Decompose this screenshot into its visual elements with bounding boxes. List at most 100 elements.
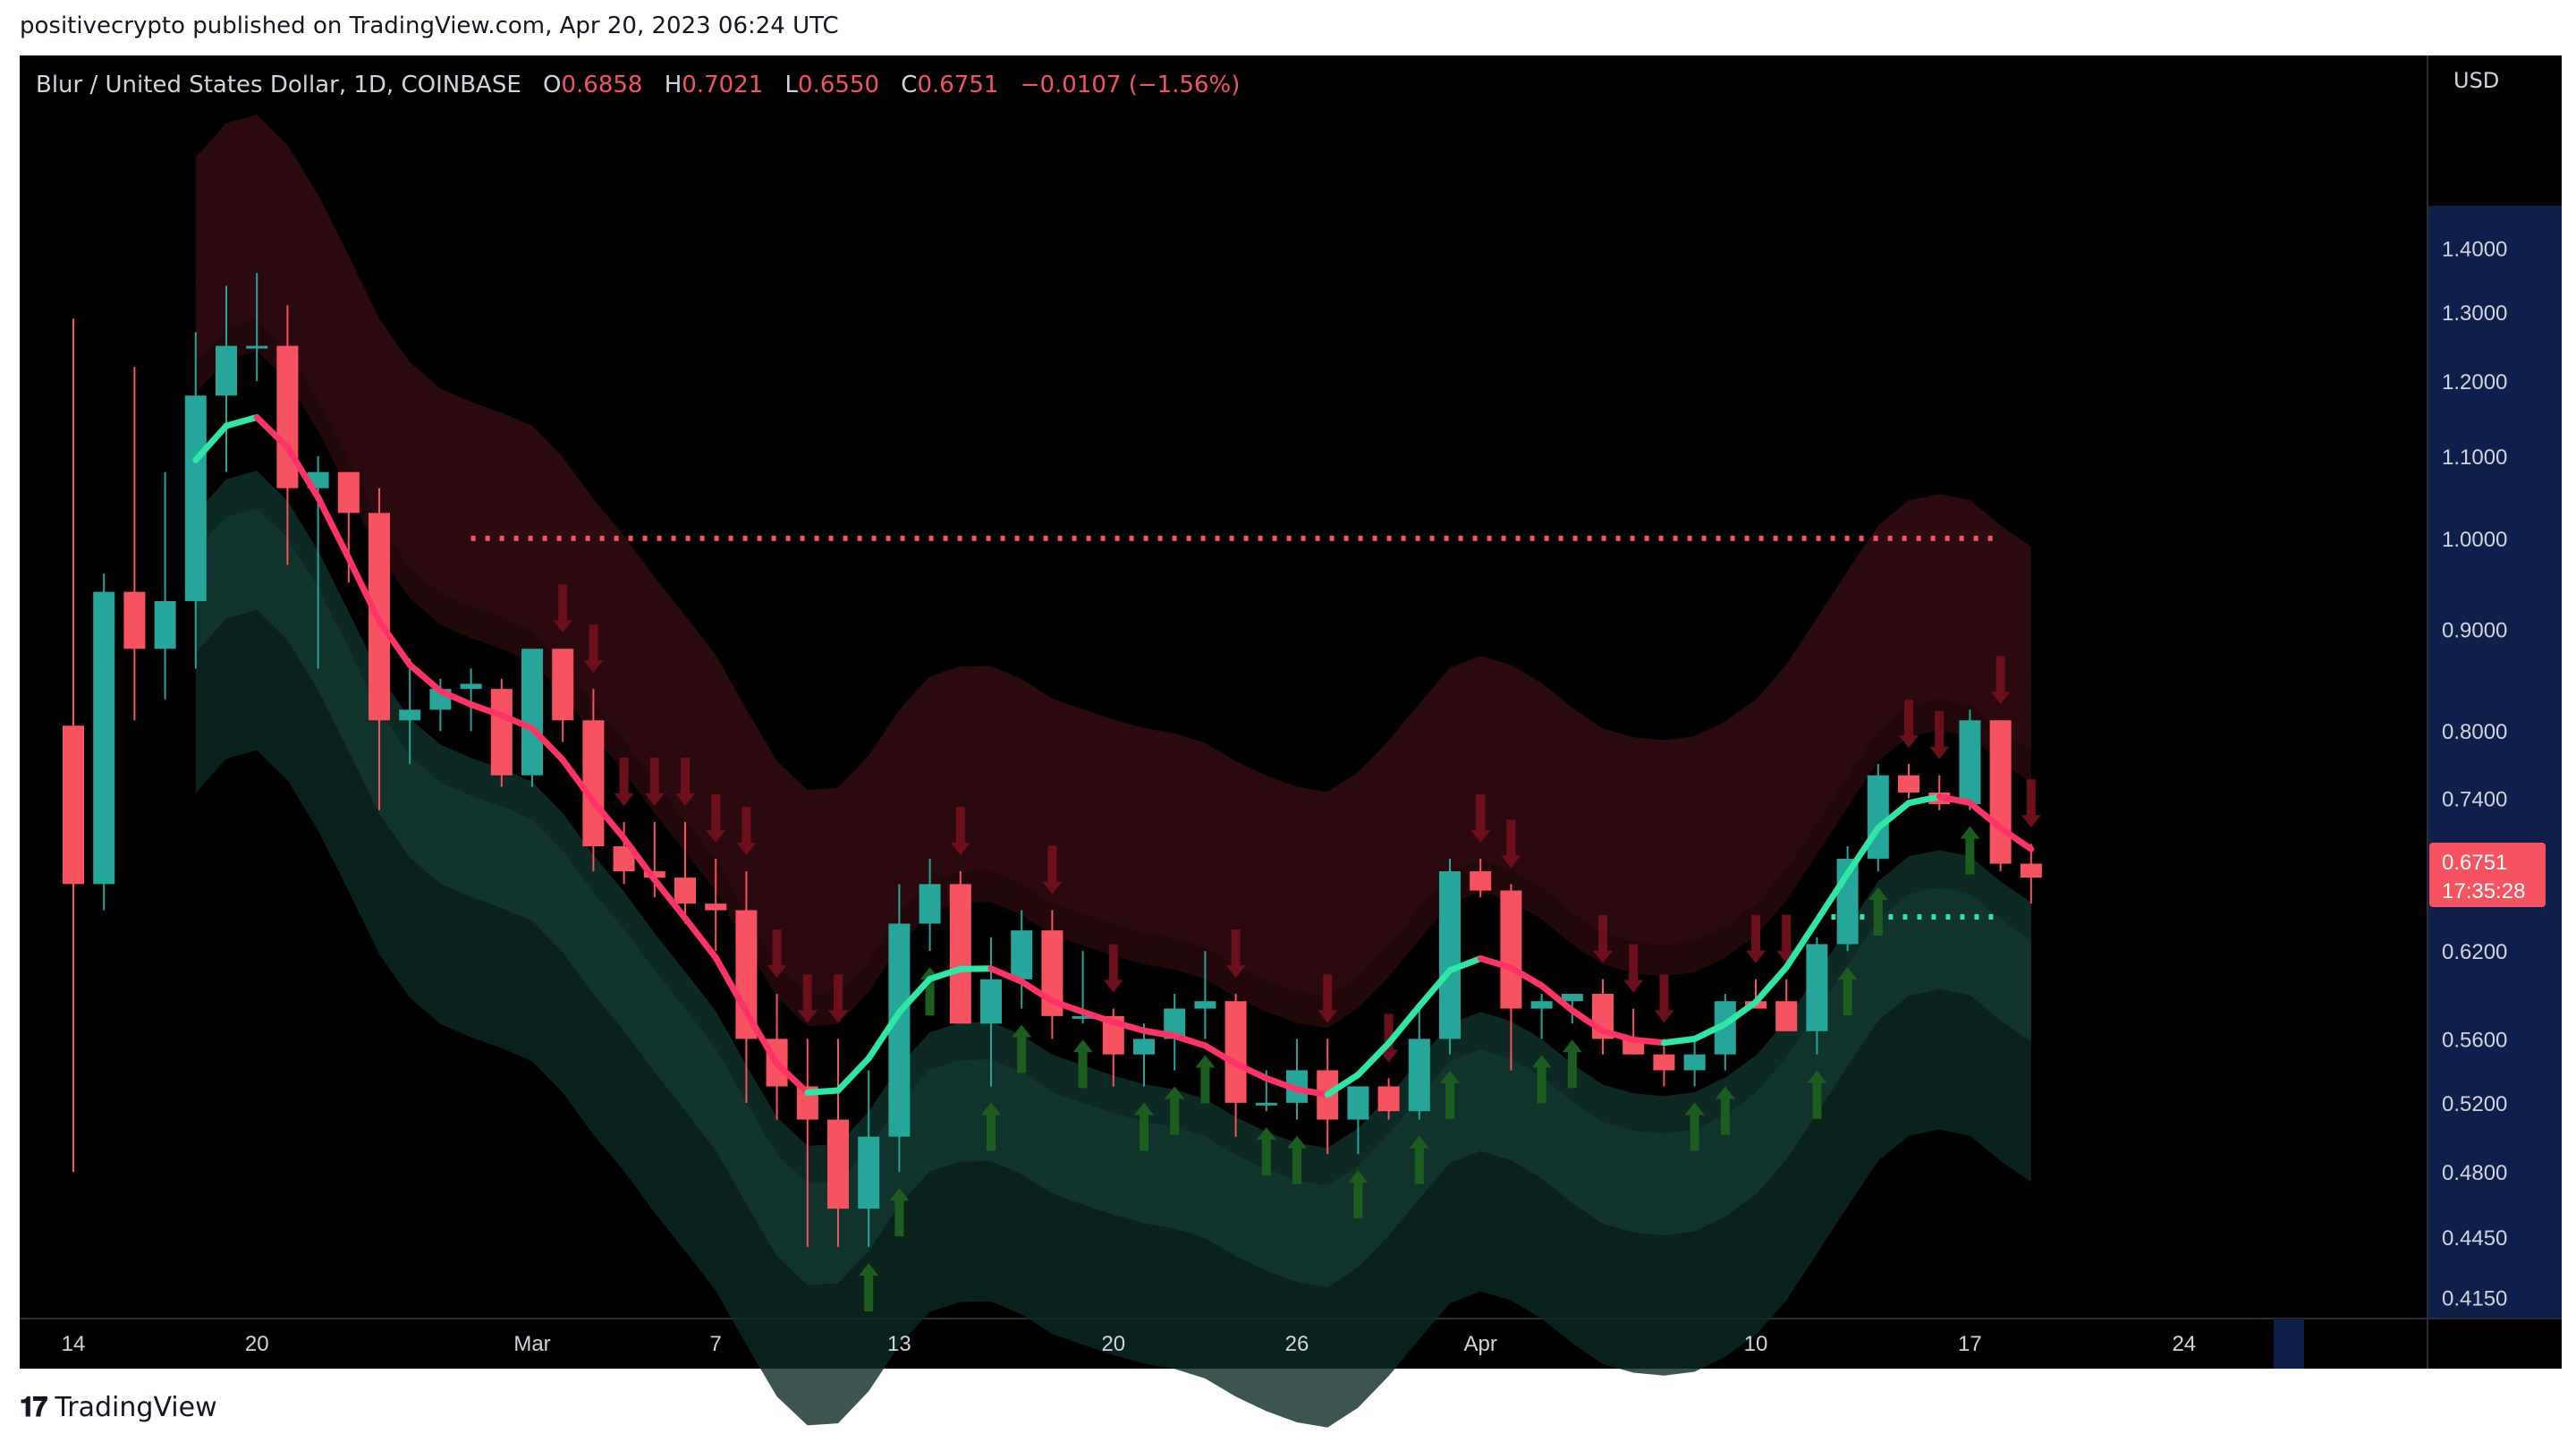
sell-arrow [1470,793,1491,843]
currency-label[interactable]: USD [2453,68,2500,93]
sell-arrow [1654,974,1674,1023]
price-axis[interactable]: 1.4000 1.3000 1.2000 1.1000 1.0000 0.9000 0.80… [2442,237,2507,1311]
candle [521,649,543,787]
candle-body [63,725,84,885]
candle [490,678,513,787]
last-price-marker: 0.6751 17:35:28 [2429,843,2546,907]
buy-arrow [1256,1127,1276,1176]
trend-segment [1752,963,1790,1005]
trend-segment [1293,1086,1331,1098]
candle [216,285,237,472]
time-axis[interactable]: 14 20 Mar 7 13 20 26 Apr 10 17 24 [62,1332,2197,1356]
candle [1011,910,1033,1009]
buy-arrow [1165,1086,1185,1135]
price-tick-label: 0.4150 [2442,1286,2507,1311]
candle [1408,1008,1430,1120]
trend-segment [1507,964,1546,989]
candle-body [1561,994,1583,1002]
trend-segment [865,1009,902,1062]
sell-arrow [797,974,818,1023]
candle-body [1470,871,1492,891]
buy-arrow [1807,1070,1827,1119]
buy-arrow [1072,1039,1093,1089]
last-price-value: 0.6751 [2442,851,2507,875]
price-tick-label: 0.4800 [2442,1161,2507,1185]
bar-countdown: 17:35:28 [2442,879,2525,903]
candle-body [216,345,237,396]
trend-segment [559,756,597,805]
trend-segment [1048,997,1087,1015]
trend-segment [1538,982,1576,1014]
high-label: H [664,72,682,98]
buy-arrow [1562,1039,1582,1089]
price-tick-label: 0.8000 [2442,720,2507,744]
candle [858,1070,880,1248]
symbol-name: Blur / United States Dollar, 1D, COINBAS… [36,72,521,98]
buy-arrow [1960,826,1980,875]
candle [1836,846,1859,952]
price-range-highlight [2428,206,2562,1319]
buy-arrow [981,1102,1001,1151]
trend-segment [1324,1071,1361,1098]
sell-arrow [1318,974,1338,1023]
candle-body [674,878,696,904]
candle-body [1775,1001,1798,1031]
trend-segment [1966,799,2004,832]
candle [1133,1023,1155,1087]
tradingview-logo[interactable]: 𝟏𝟕 TradingView [20,1392,217,1423]
low-value: 0.6550 [798,72,880,98]
sell-arrow [767,929,787,979]
time-tick-label: 17 [1958,1332,1982,1356]
candle-body [888,923,911,1137]
trend-line [192,414,2035,1098]
candle-body [1224,1001,1247,1103]
candle [1470,858,1492,897]
trend-segment [1171,1032,1208,1049]
candle-body [399,709,421,721]
price-tick-label: 0.7400 [2442,787,2507,811]
trend-segment [1477,954,1514,971]
trend-segment [1018,978,1055,1005]
time-tick-label: 20 [245,1332,269,1356]
sell-arrow [706,793,726,843]
sell-arrow [828,974,848,1023]
trend-segment [223,414,260,429]
tradingview-logo-icon: 𝟏𝟕 [20,1392,47,1423]
trend-segment [1630,1036,1667,1047]
sell-arrow [583,624,604,674]
candle [337,471,360,583]
trend-segment [1110,1019,1148,1034]
trend-segment [835,1055,872,1094]
close-label: C [901,72,918,98]
trend-segment [315,494,352,562]
candle [1377,1078,1400,1120]
candle [980,937,1002,1087]
buy-arrow [1684,1102,1705,1151]
sell-arrow [1899,700,1919,749]
price-tick-label: 1.4000 [2442,237,2507,261]
trend-segment [1233,1060,1270,1082]
price-tick-label: 0.5200 [2442,1092,2507,1116]
candle-body [1439,871,1461,1039]
price-tick-label: 0.5600 [2442,1028,2507,1052]
candle-body [2020,863,2042,878]
sell-arrow [1593,914,1613,963]
candle [1775,979,1798,1031]
price-tick-label: 1.3000 [2442,301,2507,326]
sell-arrow [614,757,634,806]
trend-segment [621,835,658,883]
candle [93,573,115,911]
candle-body [1653,1054,1675,1071]
symbol-legend: Blur / United States Dollar, 1D, COINBAS… [36,72,1240,98]
time-tick-label: 26 [1285,1332,1309,1356]
time-tick-label: 13 [887,1332,911,1356]
candle-body [337,471,360,513]
candle-body [1072,1015,1094,1019]
candle-body [276,345,299,488]
buy-arrow [1348,1170,1368,1219]
candle [582,689,605,872]
candle [63,318,84,1173]
candle [460,668,482,732]
candle-body [1255,1102,1277,1106]
